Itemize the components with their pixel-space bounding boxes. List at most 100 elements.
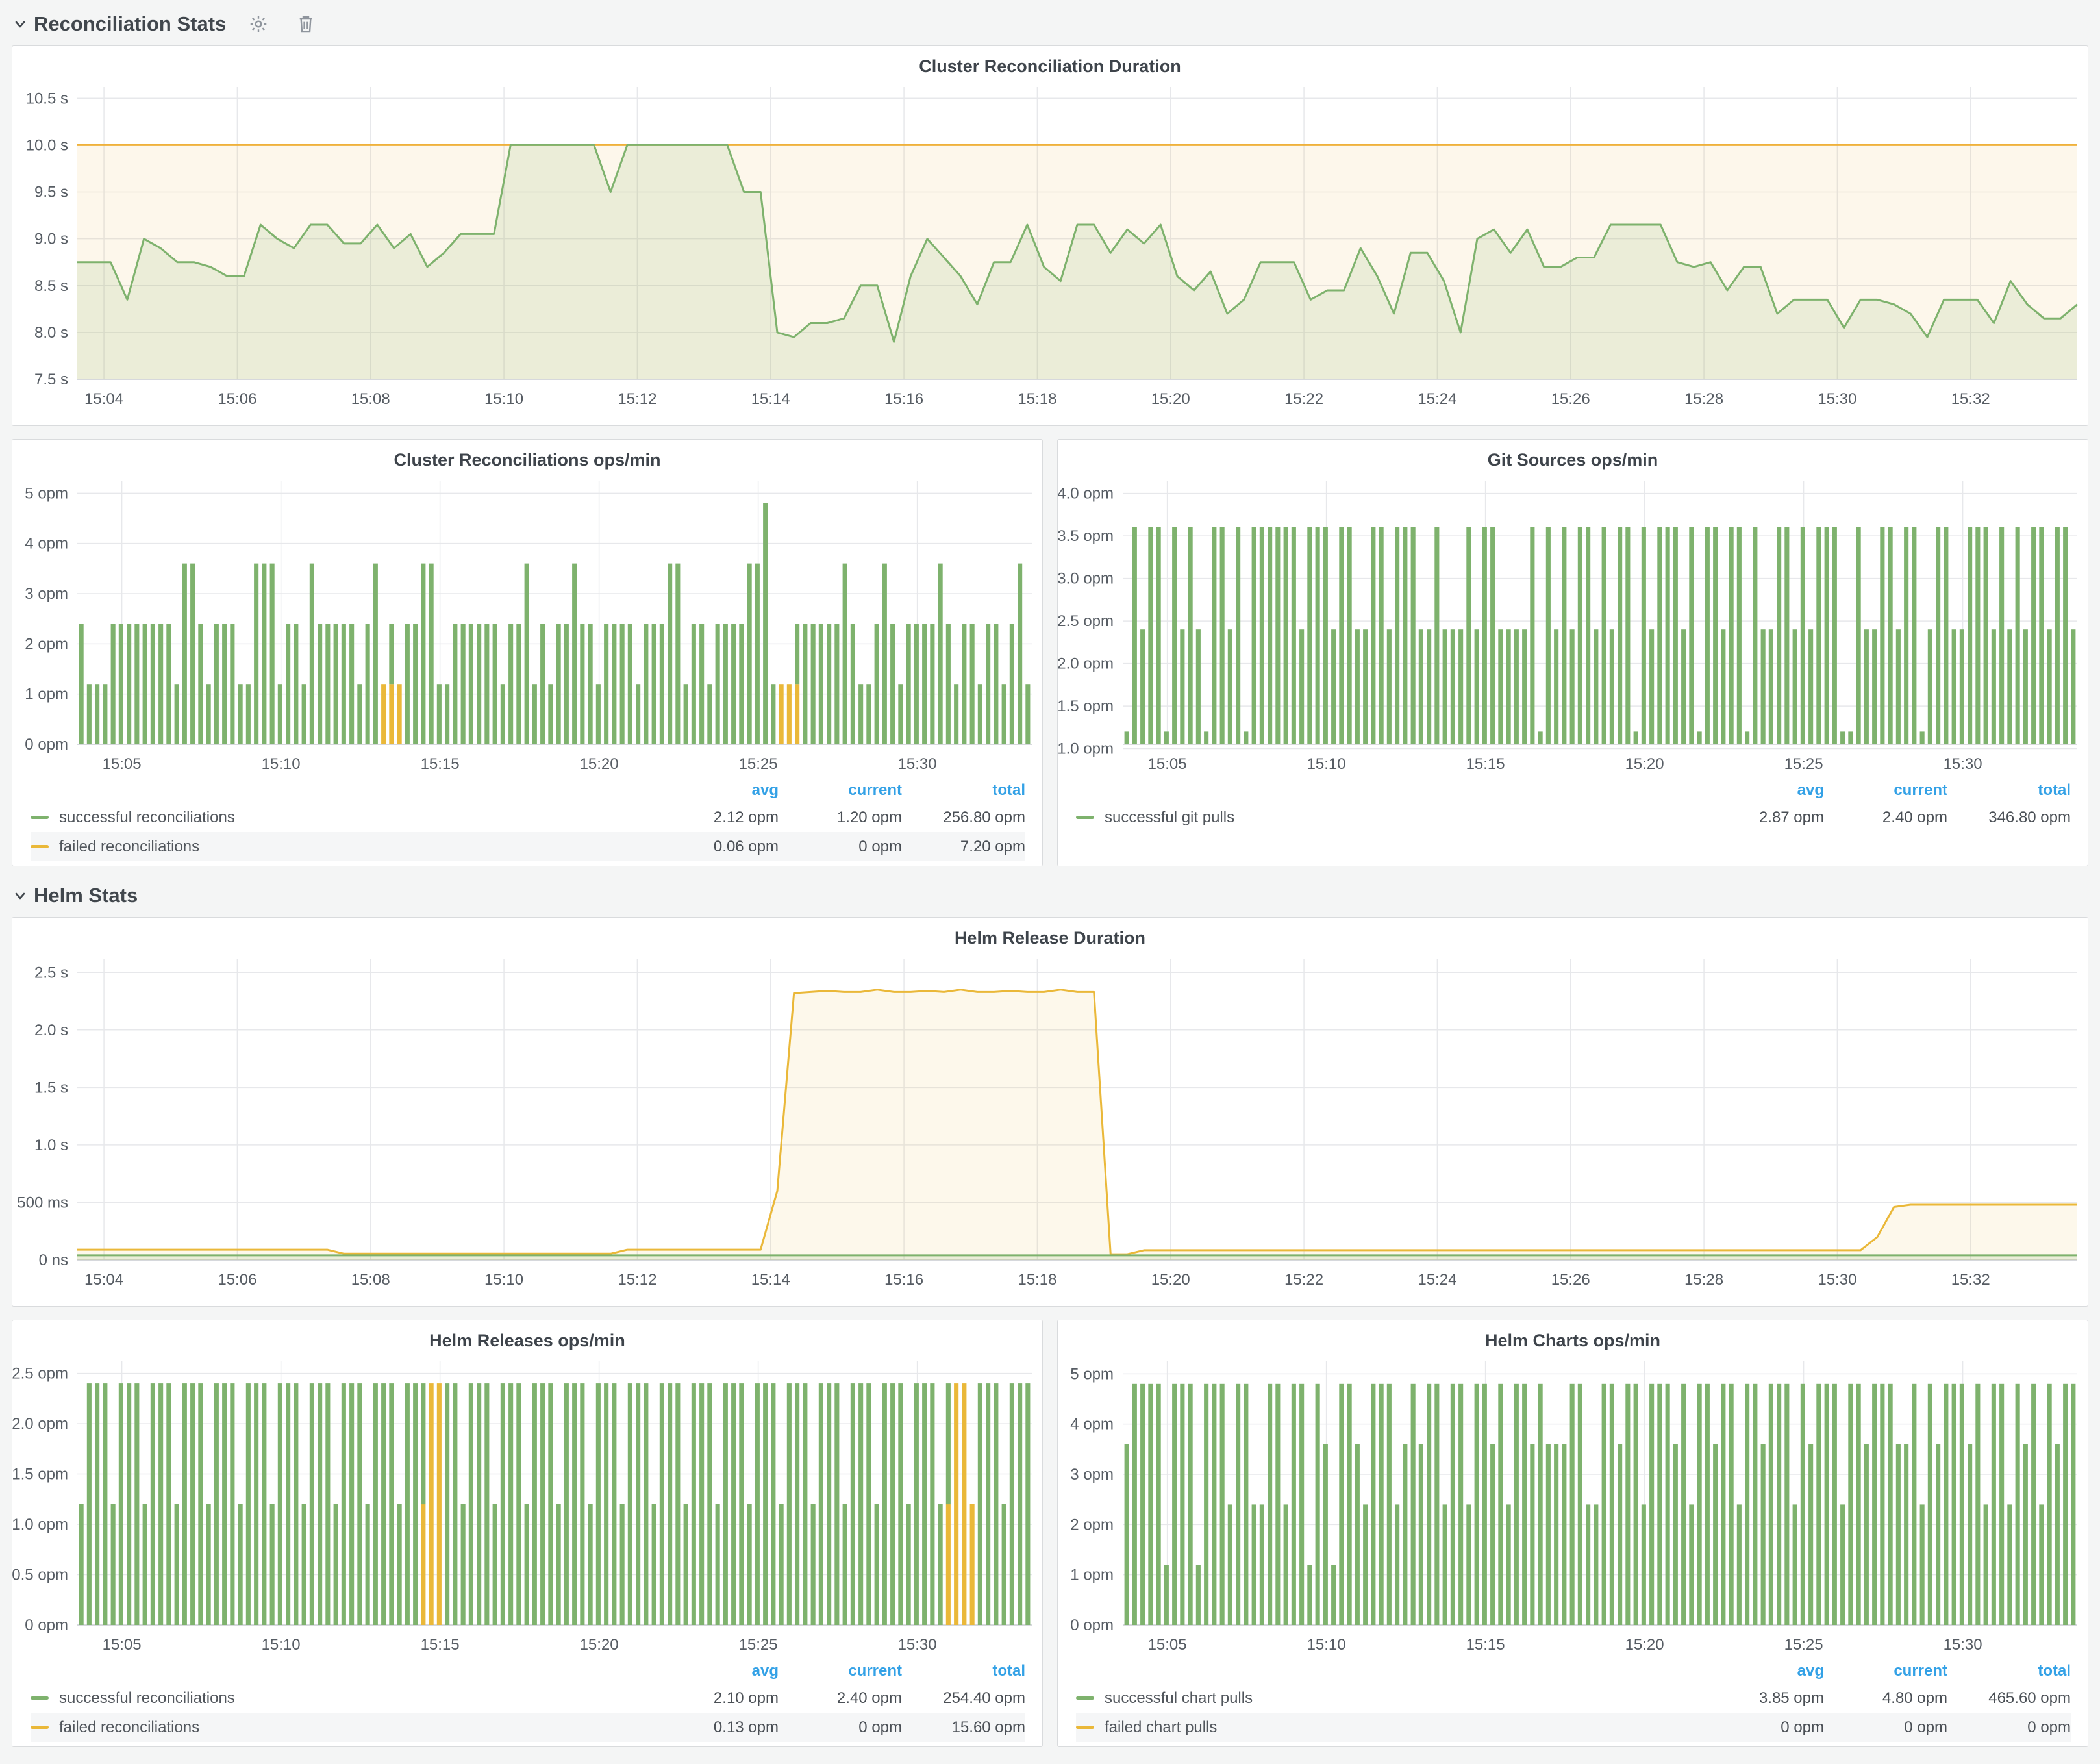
section-helm-stats[interactable]: Helm Stats [13, 879, 2088, 912]
bar-successful [2023, 1444, 2028, 1625]
legend-label[interactable]: failed chart pulls [1105, 1718, 1218, 1736]
stat-header-total[interactable]: total [2038, 1662, 2071, 1680]
bar-successful [1538, 1383, 1543, 1625]
bar-successful [969, 624, 975, 744]
bar-successful [795, 624, 800, 685]
bar-successful [1403, 1444, 1408, 1625]
x-tick-label: 15:24 [1418, 390, 1456, 408]
stat-header-current[interactable]: current [848, 1662, 902, 1680]
bar-successful [516, 1383, 521, 1625]
bar-successful [1944, 527, 1949, 744]
bar-successful [1418, 629, 1423, 744]
bar-successful [1840, 1504, 1845, 1625]
panel-title[interactable]: Git Sources ops/min [1487, 450, 1658, 470]
panel-title[interactable]: Cluster Reconciliation Duration [919, 57, 1181, 76]
stat-header-avg[interactable]: avg [1797, 781, 1824, 799]
bar-successful [699, 1383, 705, 1625]
bar-successful [1832, 527, 1837, 744]
stat-header-current[interactable]: current [848, 781, 902, 799]
bar-successful [1204, 1383, 1209, 1625]
bar-successful [779, 1504, 784, 1625]
bar-successful [1594, 1504, 1599, 1625]
bar-successful [1968, 527, 1973, 744]
x-tick-label: 15:04 [84, 1271, 123, 1289]
bar-successful [1657, 1383, 1662, 1625]
chart-svg: 0 opm 0.5 opm 1.0 opm 1.5 opm 2.0 opm 2.5 opm… [12, 1361, 1032, 1654]
bar-successful [914, 1383, 919, 1625]
bar-failed [962, 1383, 967, 1625]
bar-successful [1840, 731, 1845, 744]
panel-title[interactable]: Helm Release Duration [954, 928, 1146, 948]
chart-canvas-helm-releases-opm[interactable]: 0 opm 0.5 opm 1.0 opm 1.5 opm 2.0 opm 2.5 opm… [12, 1355, 1042, 1659]
chart-canvas-cluster-reconciliation-duration[interactable]: 7.5 s 8.0 s 8.5 s 9.0 s 9.5 s 10.0 s 10.5 s 15:… [12, 81, 2088, 413]
bar-successful [651, 1504, 656, 1625]
chart-canvas-helm-charts-opm[interactable]: 0 opm 1 opm 2 opm 3 opm 4 opm 5 opm 15:05 15:10… [1058, 1355, 2088, 1659]
bar-successful [318, 1383, 323, 1625]
y-tick-label: 10.5 s [26, 90, 68, 107]
x-tick-label: 15:10 [1307, 755, 1346, 773]
stat-header-total[interactable]: total [2038, 781, 2071, 799]
y-tick-label: 3 opm [25, 585, 68, 603]
bar-successful [1856, 1383, 1861, 1625]
bar-successful [659, 1383, 664, 1625]
legend-label[interactable]: failed reconciliations [59, 1718, 200, 1736]
bar-successful [1219, 527, 1225, 744]
section-reconciliation-stats[interactable]: Reconciliation Stats [13, 8, 2088, 40]
panel-title[interactable]: Helm Releases ops/min [429, 1331, 625, 1350]
stat-header-avg[interactable]: avg [1797, 1662, 1824, 1680]
legend-label[interactable]: failed reconciliations [59, 837, 200, 855]
stat-header-current[interactable]: current [1894, 1662, 1947, 1680]
panel-cluster-reconciliations-opm: Cluster Reconciliations ops/min 0 opm 1 o… [12, 439, 1043, 866]
bar-successful [2047, 629, 2052, 744]
bar-successful [477, 1383, 482, 1625]
legend-label[interactable]: successful chart pulls [1105, 1689, 1253, 1707]
bar-successful [874, 1504, 879, 1625]
bar-successful [1768, 629, 1773, 744]
series-color-dash-icon [31, 1726, 49, 1729]
stat-header-avg[interactable]: avg [751, 1662, 779, 1680]
panel-title[interactable]: Helm Charts ops/min [1484, 1331, 1661, 1350]
series-color-dash-icon [31, 816, 49, 819]
bar-successful [150, 1383, 155, 1625]
bar-successful [842, 563, 847, 744]
stat-header-avg[interactable]: avg [751, 781, 779, 799]
trash-icon[interactable] [296, 14, 316, 34]
bar-successful [1895, 629, 1901, 744]
panel-title[interactable]: Cluster Reconciliations ops/min [394, 450, 661, 470]
series-color-dash-icon [31, 1696, 49, 1700]
chart-canvas-helm-release-duration[interactable]: 0 ns 500 ms 1.0 s 1.5 s 2.0 s 2.5 s 15:04 15:06… [12, 952, 2088, 1294]
x-tick-label: 15:14 [751, 390, 790, 408]
bar-successful [619, 1504, 625, 1625]
bar-successful [158, 1383, 164, 1625]
gear-icon[interactable] [248, 14, 269, 34]
bar-successful [1458, 1383, 1464, 1625]
bar-successful [1001, 684, 1006, 744]
bar-successful [922, 624, 927, 744]
bar-successful [1633, 731, 1638, 744]
legend-label[interactable]: successful git pulls [1105, 808, 1235, 826]
bar-successful [1657, 527, 1662, 744]
stat-header-current[interactable]: current [1894, 781, 1947, 799]
bar-successful [1506, 1504, 1511, 1625]
y-tick-label: 0.5 opm [12, 1567, 68, 1584]
chart-canvas-cluster-reconciliations-opm[interactable]: 0 opm 1 opm 2 opm 3 opm 4 opm 5 opm 15:05 15:10… [12, 474, 1042, 778]
legend-label[interactable]: successful reconciliations [59, 1689, 235, 1707]
x-tick-label: 15:12 [618, 390, 656, 408]
bar-successful [1204, 731, 1209, 744]
stat-header-total[interactable]: total [992, 1662, 1025, 1680]
legend-label[interactable]: successful reconciliations [59, 808, 235, 826]
bar-successful [79, 624, 84, 744]
stat-header-total[interactable]: total [992, 781, 1025, 799]
chart-canvas-git-sources-opm[interactable]: 1.0 opm 1.5 opm 2.0 opm 2.5 opm 3.0 opm 3.5 o… [1057, 474, 2088, 778]
bar-successful [1418, 1444, 1423, 1625]
bar-successful [1951, 629, 1956, 744]
chart-svg: 1.0 opm 1.5 opm 2.0 opm 2.5 opm 3.0 opm 3.5 o… [1057, 481, 2077, 773]
bar-successful [1410, 527, 1416, 744]
bar-successful [1180, 629, 1185, 744]
bar-successful [1633, 1383, 1638, 1625]
bar-successful [1545, 527, 1551, 744]
bar-successful [1705, 1383, 1710, 1625]
bar-successful [389, 1383, 394, 1625]
bar-successful [484, 624, 490, 744]
